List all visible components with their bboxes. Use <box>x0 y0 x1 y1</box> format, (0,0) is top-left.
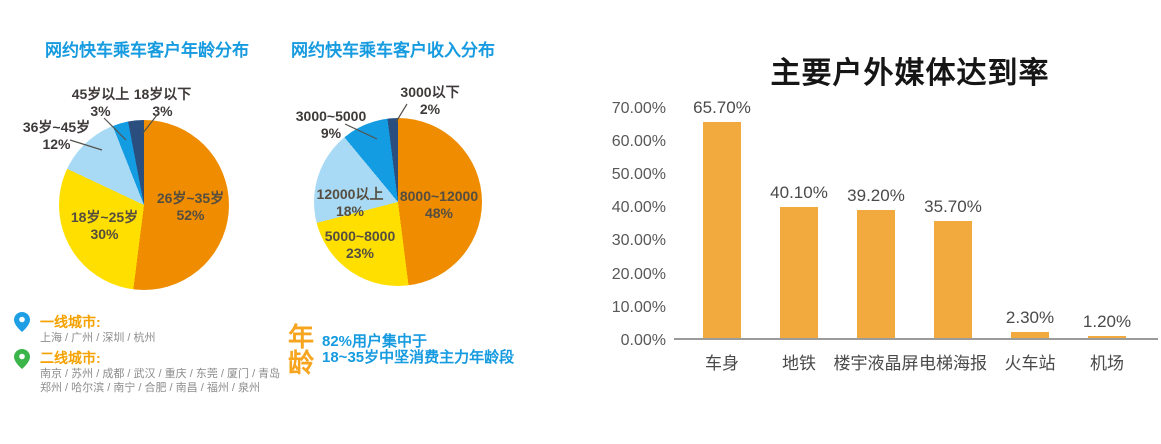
pie-label-text: 8000~12000 <box>399 188 479 204</box>
pie-label-pct: 48% <box>424 205 454 221</box>
pie-label-text: 26岁~35岁 <box>156 190 225 206</box>
age-pie-label-18-25: 18岁~25岁 30% <box>57 209 152 243</box>
pie-label-pct: 9% <box>320 125 342 141</box>
bar-楼宇液晶屏 <box>857 210 895 340</box>
pie-label-pct: 23% <box>345 245 375 261</box>
pie-label-text: 18岁以下 <box>133 86 192 102</box>
age-pie-label-26-35: 26岁~35岁 52% <box>143 190 238 224</box>
bar-category-label: 火车站 <box>1004 354 1056 373</box>
bar-value-label: 1.20% <box>1082 312 1132 331</box>
age-pie-title: 网约快车乘车客户年龄分布 <box>45 41 249 60</box>
y-axis-tick: 0.00% <box>620 332 666 349</box>
pie-label-text: 45岁以上 <box>71 86 130 102</box>
pie-label-pct: 3% <box>152 103 173 119</box>
bar-value-label: 65.70% <box>693 98 751 117</box>
tier2-pin-icon <box>14 349 30 369</box>
pie-label-pct: 12% <box>42 136 71 152</box>
pie-label-text: 12000以上 <box>316 186 384 202</box>
y-axis-tick: 10.00% <box>611 298 666 316</box>
pie-label-pct: 3% <box>90 103 111 119</box>
y-axis-tick: 70.00% <box>611 99 666 117</box>
pie-label-pct: 2% <box>419 101 441 117</box>
y-axis-tick: 60.00% <box>611 132 666 150</box>
bar-chart-title: 主要户外媒体达到率 <box>770 57 1050 90</box>
bar-category-label: 车身 <box>705 354 739 373</box>
bar-车身 <box>703 122 741 340</box>
pie-label-pct: 18% <box>335 203 365 219</box>
tier2-city-list-line1: 南京 / 苏州 / 成都 / 武汉 / 重庆 / 东莞 / 厦门 / 青岛 <box>40 368 281 380</box>
pie-label-text: 3000以下 <box>400 84 460 100</box>
bar-地铁 <box>780 207 818 340</box>
income-pie-title: 网约快车乘车客户收入分布 <box>291 41 495 60</box>
income-pie-label-5000-8000: 5000~8000 23% <box>315 228 405 262</box>
bar-chart-plot-area: 65.70% 40.10% 39.20% 35.70% 2.30% 1.20% <box>676 98 1158 340</box>
income-pie-label-3000-5000: 3000~5000 9% <box>286 108 376 142</box>
bar-火车站 <box>1011 332 1049 340</box>
bar-value-label: 40.10% <box>770 183 828 202</box>
bar-value-label: 35.70% <box>924 197 982 216</box>
pie-label-text: 3000~5000 <box>295 108 367 124</box>
y-axis-tick: 30.00% <box>611 232 666 250</box>
age-pie-label-36-45: 36岁~45岁 12% <box>9 119 104 153</box>
tier1-city-label: 一线城市: <box>40 314 101 330</box>
tier1-city-list: 上海 / 广州 / 深圳 / 杭州 <box>40 332 156 344</box>
age-pie-label-45plus: 45岁以上 3% <box>58 86 143 120</box>
income-pie-chart <box>314 118 482 286</box>
pie-label-pct: 52% <box>176 207 205 223</box>
pie-label-text: 36岁~45岁 <box>22 119 91 135</box>
income-pie-label-above12000: 12000以上 18% <box>305 186 395 220</box>
y-axis-tick: 40.00% <box>611 199 666 217</box>
bar-category-label: 机场 <box>1090 354 1124 373</box>
income-pie-label-8000-12000: 8000~12000 48% <box>394 188 484 222</box>
pie-label-text: 5000~8000 <box>324 228 396 244</box>
age-note-line2: 18~35岁中坚消费主力年龄段 <box>322 349 515 366</box>
pie-label-text: 18岁~25岁 <box>70 209 139 225</box>
tier2-city-list-line2: 郑州 / 哈尔滨 / 南宁 / 合肥 / 南昌 / 福州 / 泉州 <box>40 382 261 394</box>
bar-电梯海报 <box>934 221 972 340</box>
bar-chart-x-axis-line <box>674 338 1158 340</box>
bar-value-label: 39.20% <box>847 186 905 205</box>
bar-category-label: 楼宇液晶屏 <box>833 354 919 373</box>
y-axis-tick: 50.00% <box>611 166 666 183</box>
tier1-pin-icon <box>14 312 30 332</box>
y-axis-tick: 20.00% <box>611 265 666 283</box>
income-pie-label-below3000: 3000以下 2% <box>385 84 475 118</box>
age-pie-label-under18: 18岁以下 3% <box>120 86 205 120</box>
tier2-city-label: 二线城市: <box>40 350 101 366</box>
pie-label-pct: 30% <box>90 226 119 242</box>
bar-value-label: 2.30% <box>1005 308 1055 327</box>
age-note-heading: 年龄 <box>287 322 314 378</box>
age-note-line1: 82%用户集中于 <box>322 333 428 350</box>
bar-category-label: 地铁 <box>782 354 816 373</box>
bar-category-label: 电梯海报 <box>919 354 987 373</box>
